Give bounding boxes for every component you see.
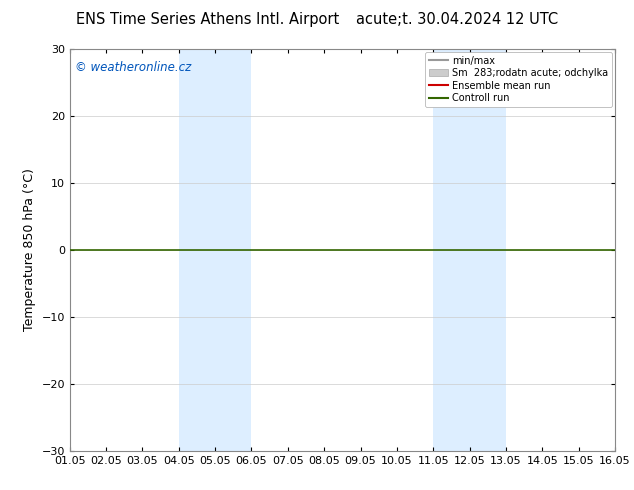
Text: acute;t. 30.04.2024 12 UTC: acute;t. 30.04.2024 12 UTC	[356, 12, 558, 27]
Legend: min/max, Sm  283;rodatn acute; odchylka, Ensemble mean run, Controll run: min/max, Sm 283;rodatn acute; odchylka, …	[425, 52, 612, 107]
Y-axis label: Temperature 850 hPa (°C): Temperature 850 hPa (°C)	[23, 169, 36, 331]
Bar	[179, 49, 252, 451]
Text: © weatheronline.cz: © weatheronline.cz	[75, 61, 191, 74]
Bar	[433, 49, 506, 451]
Text: ENS Time Series Athens Intl. Airport: ENS Time Series Athens Intl. Airport	[76, 12, 339, 27]
